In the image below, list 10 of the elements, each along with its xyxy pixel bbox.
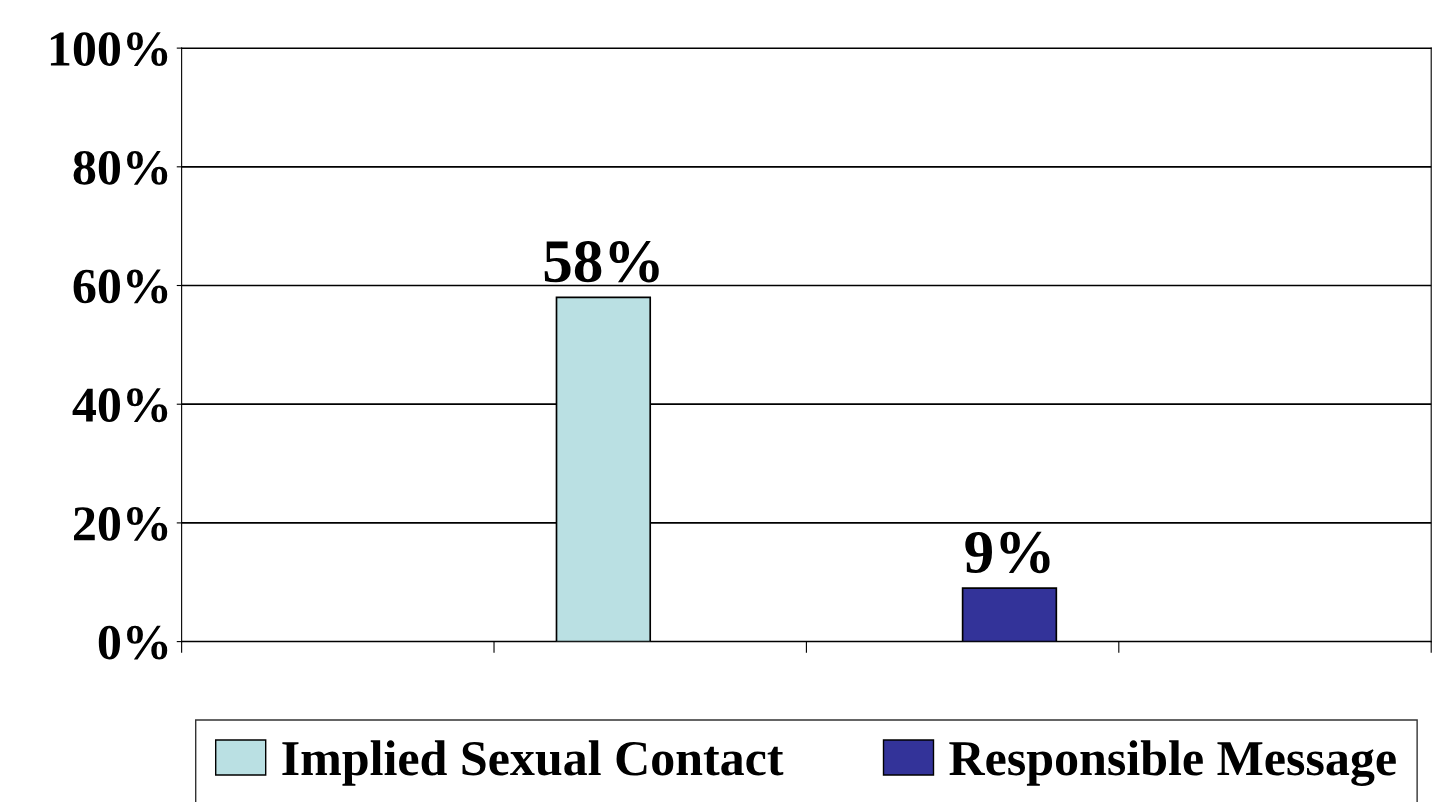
- y-tick-label: 40%: [72, 388, 168, 423]
- data-label: 9%: [965, 531, 1050, 574]
- y-tick-label: 0%: [98, 625, 168, 660]
- y-tick-label: 80%: [73, 150, 168, 185]
- legend-label: Responsible Message: [949, 740, 1396, 787]
- data-label: 58%: [544, 240, 659, 283]
- y-tick-label: 100%: [50, 32, 168, 67]
- y-tick-label: 20%: [74, 507, 168, 541]
- legend-label: Implied Sexual Contact: [282, 740, 784, 786]
- y-tick-label: 60%: [73, 269, 168, 304]
